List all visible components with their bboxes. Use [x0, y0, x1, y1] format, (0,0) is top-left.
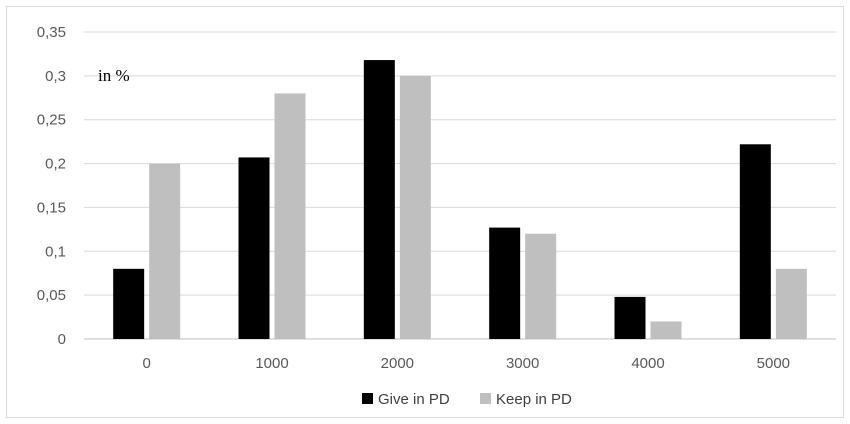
legend-swatch: [362, 393, 373, 404]
bar-keep-in-pd: [525, 233, 557, 339]
bar-keep-in-pd: [274, 93, 306, 340]
x-tick-label: 0: [142, 355, 150, 372]
bar-give-in-pd: [739, 144, 771, 339]
legend-label: Give in PD: [378, 391, 450, 408]
y-tick-label: 0,35: [37, 24, 66, 41]
x-tick-label: 5000: [757, 355, 790, 372]
x-tick-label: 3000: [506, 355, 539, 372]
y-tick-label: 0,3: [45, 68, 66, 85]
bar-keep-in-pd: [775, 268, 807, 339]
unit-annotation: in %: [98, 66, 130, 85]
bar-give-in-pd: [489, 227, 521, 339]
y-tick-label: 0,15: [37, 199, 66, 216]
legend: Give in PD Keep in PD: [362, 391, 572, 408]
y-tick-label: 0,2: [45, 156, 66, 173]
y-tick-label: 0: [58, 331, 66, 348]
gridlines: [84, 31, 836, 340]
y-tick-label: 0,25: [37, 112, 66, 129]
bar-keep-in-pd: [149, 163, 181, 339]
y-axis-ticks: 0 0,05 0,1 0,15 0,2 0,25 0,3 0,35: [37, 24, 66, 348]
y-tick-label: 0,05: [37, 287, 66, 304]
x-tick-label: 2000: [381, 355, 414, 372]
y-tick-label: 0,1: [45, 243, 66, 260]
bar-give-in-pd: [363, 60, 395, 339]
bar-give-in-pd: [113, 268, 145, 339]
bar-give-in-pd: [238, 157, 270, 339]
x-tick-label: 4000: [631, 355, 664, 372]
x-axis-ticks: 0 1000 2000 3000 4000 5000: [142, 355, 790, 372]
bar-keep-in-pd: [399, 75, 431, 339]
legend-swatch: [480, 393, 491, 404]
bar-give-in-pd: [614, 296, 646, 339]
bar-keep-in-pd: [650, 321, 682, 339]
legend-label: Keep in PD: [496, 391, 572, 408]
x-tick-label: 1000: [255, 355, 288, 372]
bars: [113, 60, 807, 340]
